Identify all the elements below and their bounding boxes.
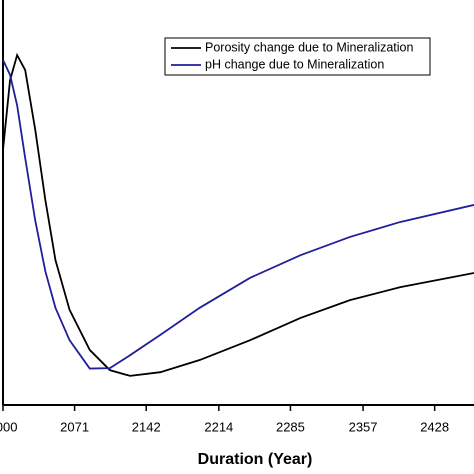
x-tick-label: 2000: [0, 419, 17, 434]
x-axis-title: Duration (Year): [198, 451, 313, 468]
legend-label: Porosity change due to Mineralization: [205, 40, 414, 54]
legend-box: [164, 37, 431, 76]
line-series: [2, 52, 474, 377]
x-tick-label: 2285: [276, 419, 305, 434]
x-tick-label: 2357: [349, 419, 378, 434]
legend-label: pH change due to Mineralization: [205, 57, 384, 71]
x-tick-label: 2428: [420, 419, 449, 434]
x-tick-label: 2071: [60, 419, 89, 434]
line-series: [2, 59, 474, 370]
x-tick-label: 2214: [204, 419, 233, 434]
x-tick-label: 2142: [132, 419, 161, 434]
